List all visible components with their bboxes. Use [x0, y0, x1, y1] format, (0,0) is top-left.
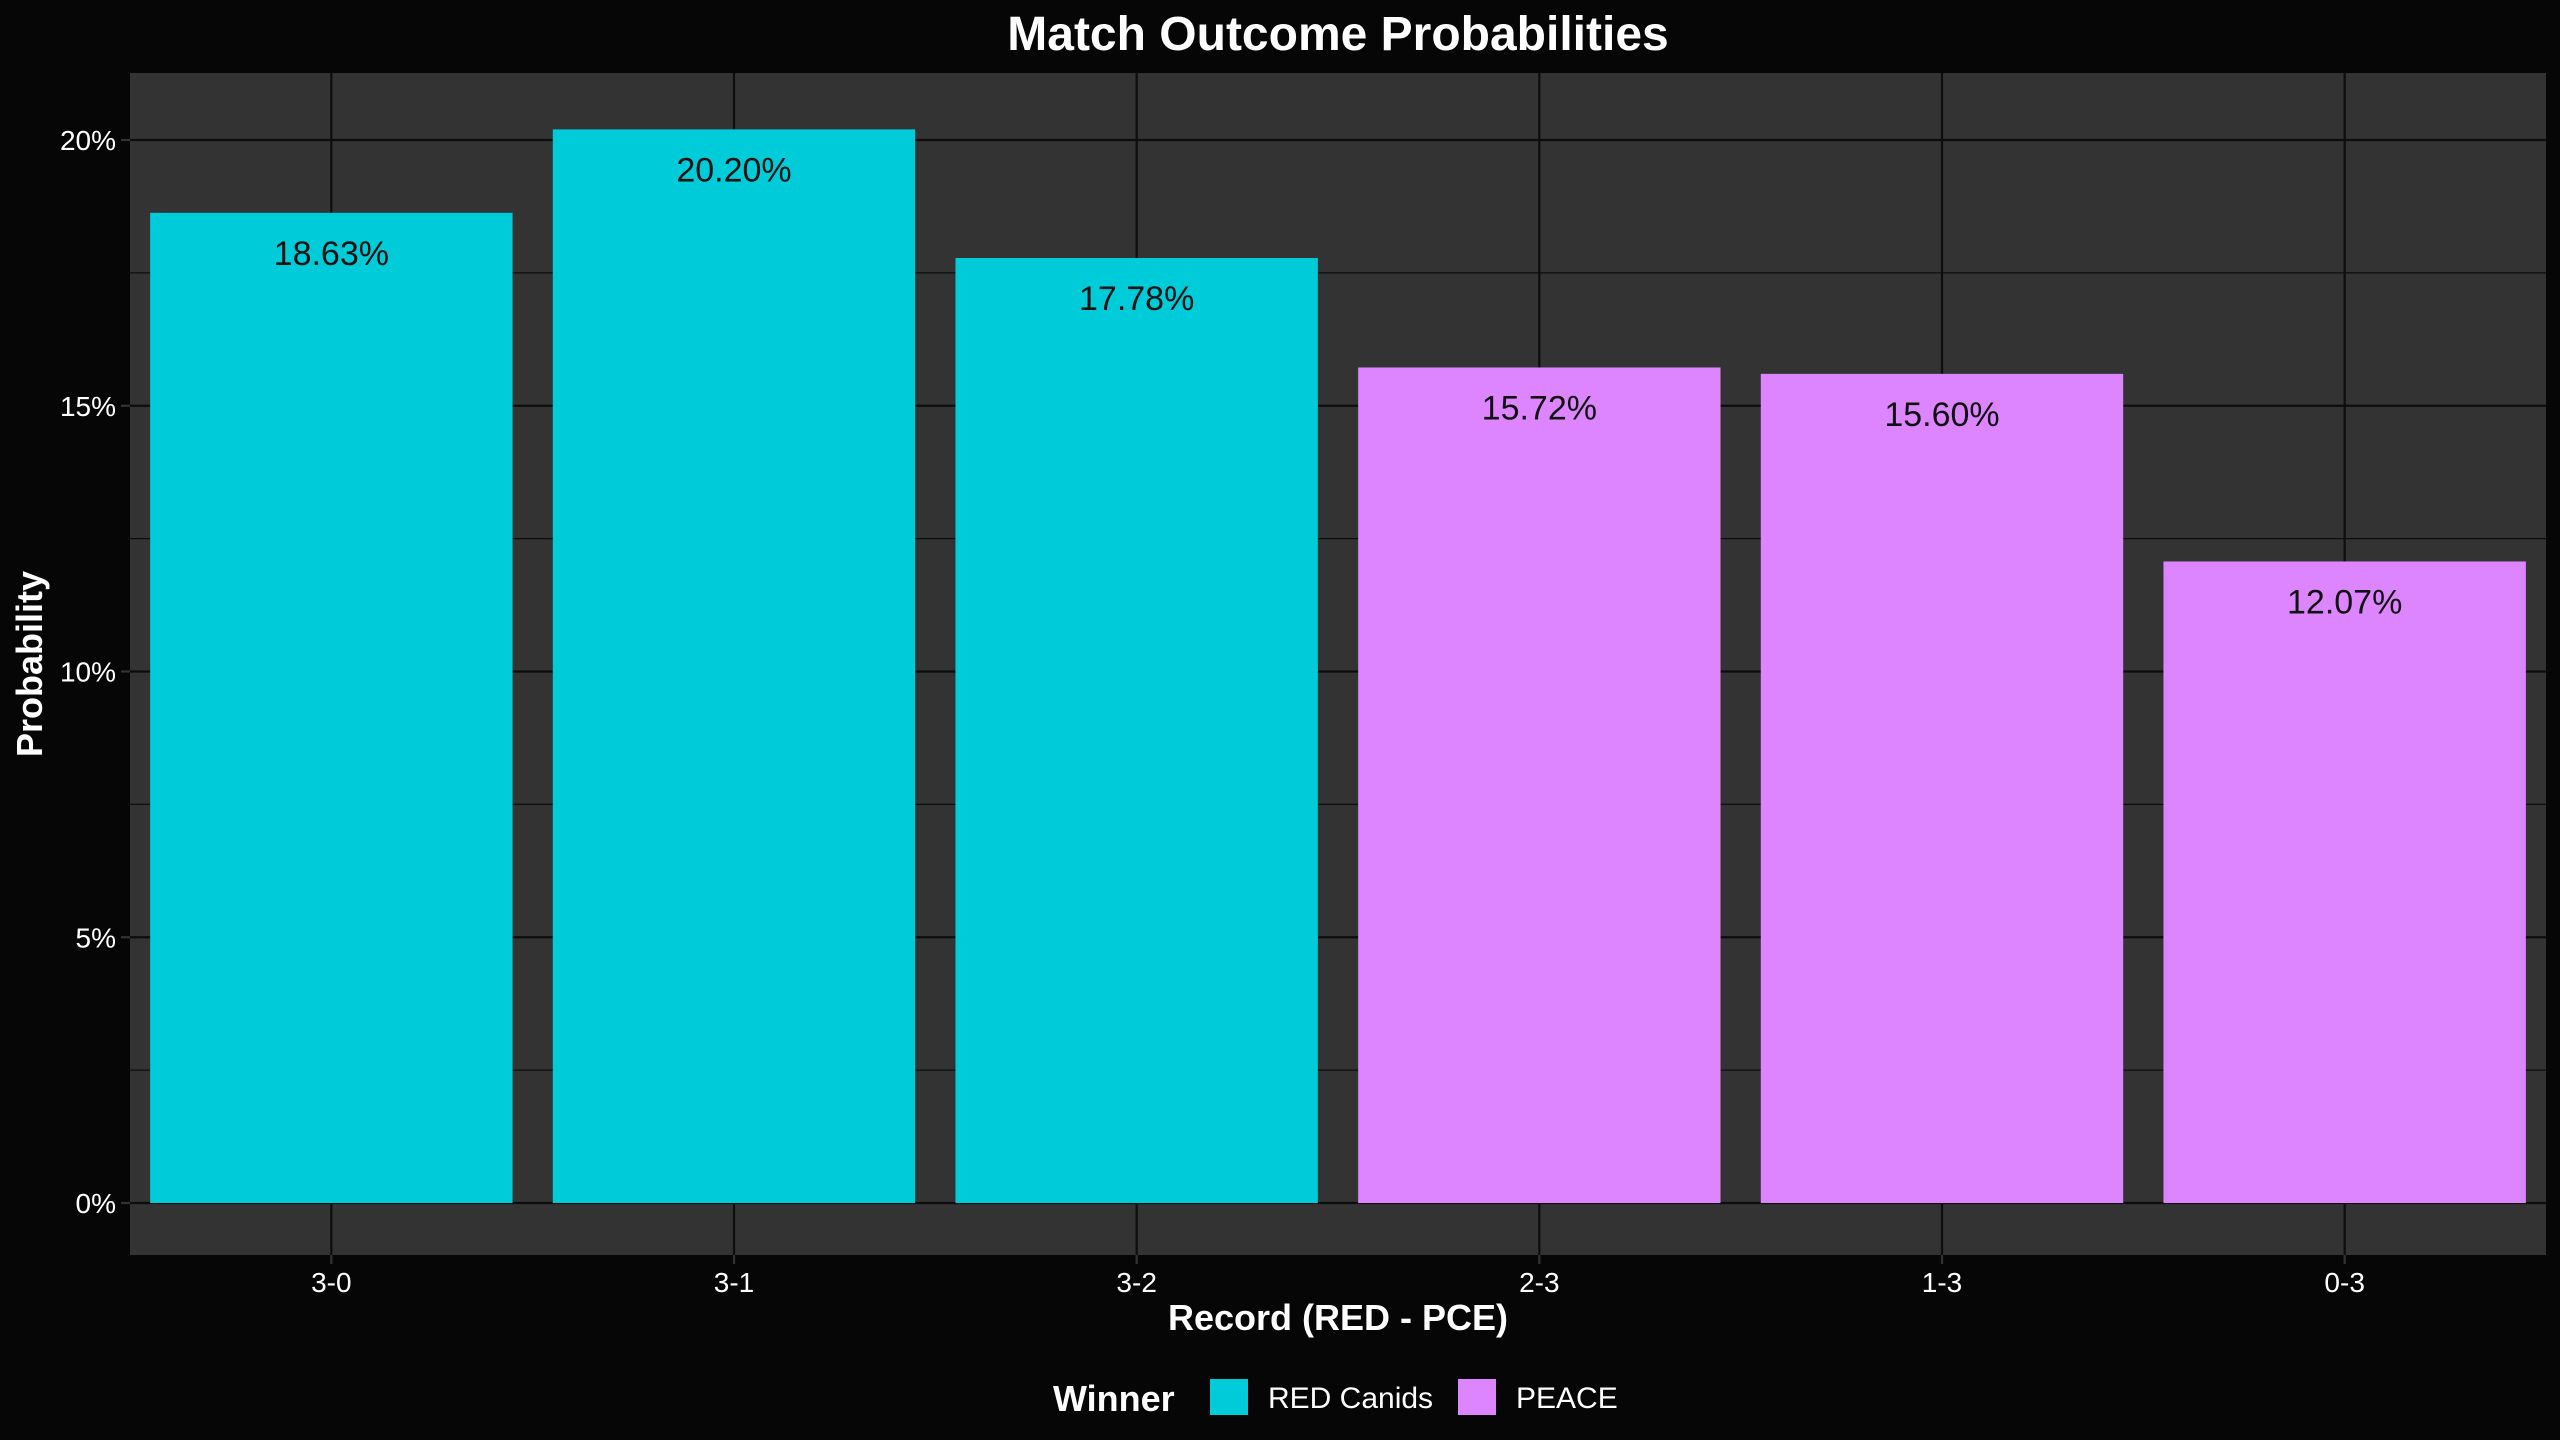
data-label: 15.72%	[1482, 389, 1597, 427]
data-label: 12.07%	[2287, 583, 2402, 621]
y-axis-title: Probability	[9, 571, 50, 757]
y-tick-label: 15%	[60, 391, 116, 422]
chart-title: Match Outcome Probabilities	[1007, 8, 1668, 61]
legend-swatch-peace	[1458, 1379, 1496, 1415]
x-tick-label: 3-0	[311, 1267, 351, 1298]
x-axis: 3-0 3-1 3-2 2-3 1-3 0-3	[311, 1255, 2365, 1298]
minor-gridlines	[130, 272, 2546, 1071]
bar-3-0	[150, 212, 513, 1204]
bar-2-3	[1358, 367, 1721, 1203]
legend-title: Winner	[1053, 1378, 1175, 1419]
x-tick-label: 0-3	[2324, 1267, 2364, 1298]
data-label: 17.78%	[1079, 280, 1194, 318]
legend: Winner RED Canids PEACE	[1053, 1378, 1618, 1419]
bars	[150, 129, 2526, 1204]
legend-swatch-red-canids	[1210, 1379, 1248, 1415]
legend-label-peace: PEACE	[1516, 1382, 1618, 1415]
y-tick-label: 0%	[76, 1188, 116, 1219]
x-tick-label: 1-3	[1922, 1267, 1962, 1298]
x-tick-label: 3-2	[1116, 1267, 1156, 1298]
data-label: 15.60%	[1884, 396, 1999, 434]
data-label: 18.63%	[274, 235, 389, 273]
y-tick-label: 20%	[60, 125, 116, 156]
plot-panel	[130, 73, 2546, 1255]
y-tick-label: 5%	[76, 922, 116, 953]
bar-3-1	[552, 129, 916, 1203]
x-tick-label: 3-1	[714, 1267, 754, 1298]
y-tick-label: 10%	[60, 657, 116, 688]
data-label: 20.20%	[676, 151, 791, 189]
bar-0-3	[2163, 561, 2526, 1203]
legend-label-red-canids: RED Canids	[1268, 1382, 1433, 1415]
y-axis: 0% 5% 10% 15% 20%	[60, 125, 130, 1219]
data-labels: 18.63% 20.20% 17.78% 15.72% 15.60% 12.07%	[274, 151, 2403, 621]
x-tick-label: 2-3	[1519, 1267, 1559, 1298]
bar-1-3	[1760, 373, 2124, 1203]
x-axis-title: Record (RED - PCE)	[1168, 1297, 1508, 1338]
bar-3-2	[955, 257, 1318, 1203]
